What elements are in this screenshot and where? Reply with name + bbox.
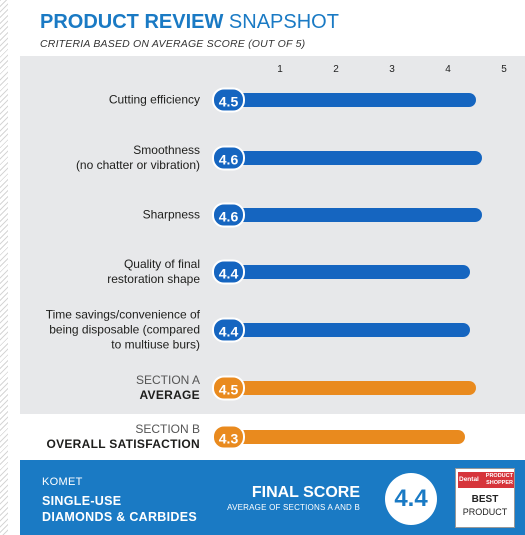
final-score-value: 4.4 (385, 473, 437, 525)
bar-6 (228, 381, 476, 395)
bar-value-label-6: 4.5 (212, 375, 245, 401)
bar-value-label-3: 4.6 (212, 202, 245, 228)
row-label-5-line-1: Time savings/convenience of (45, 307, 200, 322)
row-label-3-line-1: Sharpness (142, 207, 200, 222)
award-shopper-line-2: SHOPPER (486, 479, 513, 486)
row-label-1: Cutting efficiency (109, 93, 200, 108)
row-label-5: Time savings/convenience of being disposa… (46, 308, 200, 353)
bar-value-label-2: 4.6 (212, 145, 245, 171)
row-label-6-line-1: SECTION A (135, 373, 200, 387)
final-score-label: FINAL SCORE (251, 484, 360, 501)
award-dental-text: Dental (459, 476, 479, 483)
row-label-6-line-2: AVERAGE (139, 388, 200, 402)
row-label-2: Smoothness (no chatter or vibration) (76, 143, 200, 173)
bar-4 (228, 265, 471, 279)
bar-5 (228, 323, 471, 337)
row-label-5-line-3: to multiuse burs) (111, 337, 200, 352)
row-label-7: SECTION B OVERALL SATISFACTION (46, 422, 200, 452)
bar-7 (228, 430, 465, 444)
bar-value-label-5: 4.4 (212, 317, 245, 343)
product-name: SINGLE-USE DIAMONDS & CARBIDES (42, 493, 197, 525)
row-label-3: Sharpness (143, 208, 200, 223)
row-label-4-line-1: Quality of final (123, 257, 200, 271)
row-label-2-line-2: (no chatter or vibration) (75, 158, 200, 172)
award-best-text: BEST (471, 494, 499, 505)
hatched-margin (0, 0, 8, 535)
award-shopper-text: PRODUCT SHOPPER (486, 473, 513, 486)
row-label-2-line-1: Smoothness (133, 143, 200, 157)
page-title: PRODUCT REVIEW SNAPSHOT (40, 10, 339, 34)
criteria-panel (20, 56, 525, 414)
product-name-line-1: SINGLE-USE (42, 494, 122, 508)
title-bold: PRODUCT REVIEW (40, 11, 224, 33)
final-score-subtitle: AVERAGE OF SECTIONS A AND B (227, 503, 360, 512)
product-name-line-2: DIAMONDS & CARBIDES (42, 510, 198, 524)
award-shopper-line-1: PRODUCT (485, 473, 513, 479)
row-label-6: SECTION A AVERAGE (136, 373, 200, 403)
award-product-text: PRODUCT (462, 507, 508, 517)
row-label-7-line-2: OVERALL SATISFACTION (46, 437, 200, 451)
row-label-1-line-1: Cutting efficiency (108, 92, 200, 107)
award-logo-banner: Dental PRODUCT SHOPPER (458, 472, 514, 488)
bar-1 (228, 93, 476, 107)
best-product-award-badge: Dental PRODUCT SHOPPER BEST PRODUCT (455, 468, 515, 528)
bar-value-label-7: 4.3 (212, 424, 245, 450)
chart-subtitle: CRITERIA BASED ON AVERAGE SCORE (OUT OF … (40, 38, 306, 50)
row-label-4-line-2: restoration shape (107, 272, 200, 286)
brand-name: KOMET (42, 476, 83, 488)
bar-value-label-1: 4.5 (212, 87, 245, 113)
bar-value-label-4: 4.4 (212, 259, 245, 285)
row-label-5-line-2: being disposable (compared (49, 322, 200, 337)
bar-3 (228, 208, 482, 222)
title-light: SNAPSHOT (228, 11, 339, 33)
row-label-4: Quality of final restoration shape (107, 257, 200, 287)
final-score-footer: KOMET SINGLE-USE DIAMONDS & CARBIDES FIN… (20, 460, 525, 535)
row-label-7-line-1: SECTION B (135, 422, 200, 436)
bar-2 (228, 151, 482, 165)
